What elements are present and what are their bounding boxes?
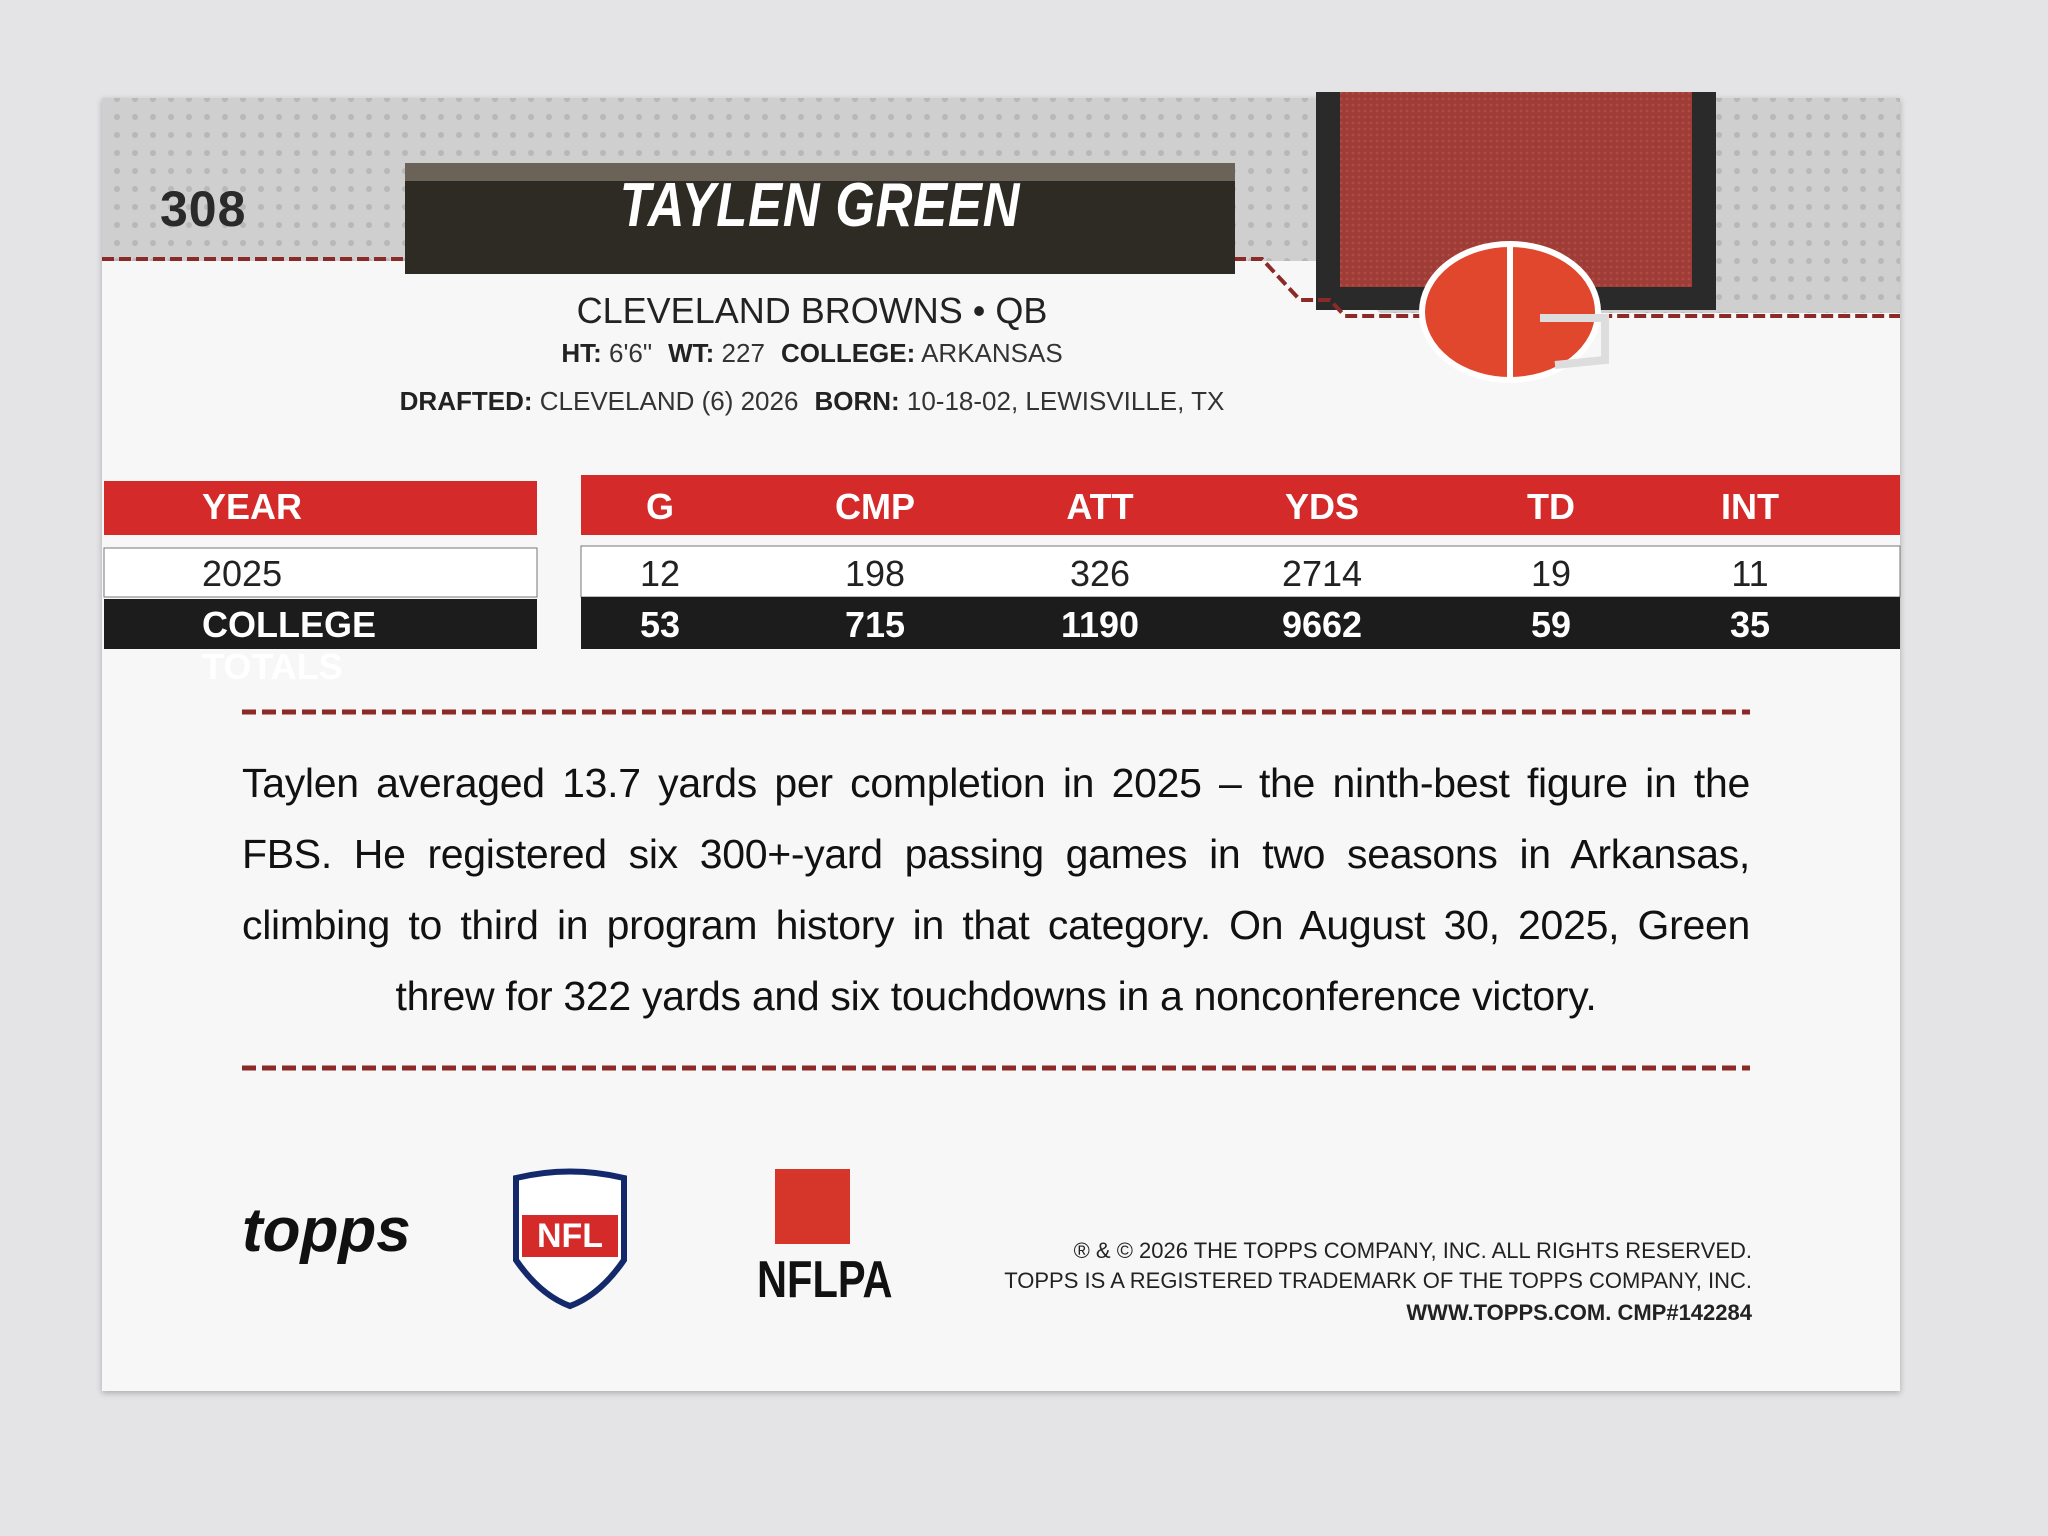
legal-line: ® & © 2026 THE TOPPS COMPANY, INC. ALL R…: [1073, 1238, 1752, 1263]
legal-line: TOPPS IS A REGISTERED TRADEMARK OF THE T…: [1004, 1268, 1752, 1293]
bio-item: HT: 6'6": [561, 338, 652, 368]
bio-item: COLLEGE: ARKANSAS: [781, 338, 1063, 368]
stat-cell: 326: [1069, 553, 1131, 594]
stat-cell: 2025: [202, 553, 283, 594]
stat-cell: 19: [1530, 553, 1572, 594]
stat-cell: 11: [1731, 553, 1769, 594]
column-header: G: [645, 486, 674, 527]
total-cell: COLLEGE TOTALS: [202, 604, 377, 687]
bio-line: DRAFTED: CLEVELAND (6) 2026 BORN: 10-18-0…: [312, 386, 1312, 417]
legal-line: WWW.TOPPS.COM. CMP#142284: [1406, 1300, 1752, 1325]
bio-value: 6'6": [608, 338, 653, 368]
bio-label: WT:: [668, 338, 715, 368]
name-banner-highlight: [405, 163, 1235, 181]
column-header: TD: [1527, 486, 1575, 527]
total-cell: 53: [639, 604, 681, 645]
bio-value: ARKANSAS: [921, 338, 1063, 368]
bio-label: DRAFTED:: [399, 386, 533, 416]
helmet-logo: [1419, 241, 1609, 383]
bio-label: COLLEGE:: [780, 338, 916, 368]
bio-value: CLEVELAND (6) 2026: [539, 386, 799, 416]
bio-item: BORN: 10-18-02, LEWISVILLE, TX: [814, 386, 1224, 416]
nfl-shield: [513, 1168, 627, 1310]
total-cell: 715: [844, 604, 906, 645]
bio-value: 227: [721, 338, 765, 368]
card-number: 308: [160, 181, 247, 237]
bio-label: BORN:: [814, 386, 900, 416]
column-header: CMP: [835, 486, 915, 527]
total-cell: 9662: [1281, 604, 1363, 645]
totals-bar: [581, 597, 1900, 649]
total-cell: 1190: [1060, 604, 1140, 645]
totals-bar: [104, 599, 537, 649]
column-header: YDS: [1284, 486, 1360, 527]
topps-logo: topps: [242, 1196, 411, 1265]
nflpa-logo-text: NFLPA: [757, 1251, 893, 1309]
team-position: CLEVELAND BROWNS • QB: [576, 290, 1048, 331]
row-box: [103, 547, 538, 598]
bio-label: HT:: [561, 338, 602, 368]
total-cell: 59: [1530, 604, 1572, 645]
bio-item: DRAFTED: CLEVELAND (6) 2026: [400, 386, 799, 416]
name-banner: [405, 163, 1235, 274]
stat-cell: 2714: [1281, 553, 1363, 594]
total-cell: 35: [1729, 604, 1771, 645]
nflpa-mark: [775, 1169, 850, 1244]
column-header: INT: [1721, 486, 1779, 527]
year-header: [104, 481, 537, 535]
bio-line: HT: 6'6" WT: 227 COLLEGE: ARKANSAS: [312, 338, 1312, 369]
bio-value: 10-18-02, LEWISVILLE, TX: [906, 386, 1225, 416]
blurb: Taylen averaged 13.7 yards per completio…: [242, 760, 1750, 1019]
nfl-logo-text: NFL: [536, 1217, 604, 1255]
player-name: TAYLEN GREEN: [619, 171, 1021, 240]
column-header: YEAR: [202, 486, 303, 527]
row-box: [580, 545, 1901, 598]
bio-item: WT: 227: [668, 338, 765, 368]
stitch-line: [242, 709, 1750, 1071]
stat-cell: 12: [639, 553, 681, 594]
stat-cell: 198: [844, 553, 906, 594]
column-header: ATT: [1066, 486, 1134, 527]
stats-header: [581, 475, 1900, 535]
